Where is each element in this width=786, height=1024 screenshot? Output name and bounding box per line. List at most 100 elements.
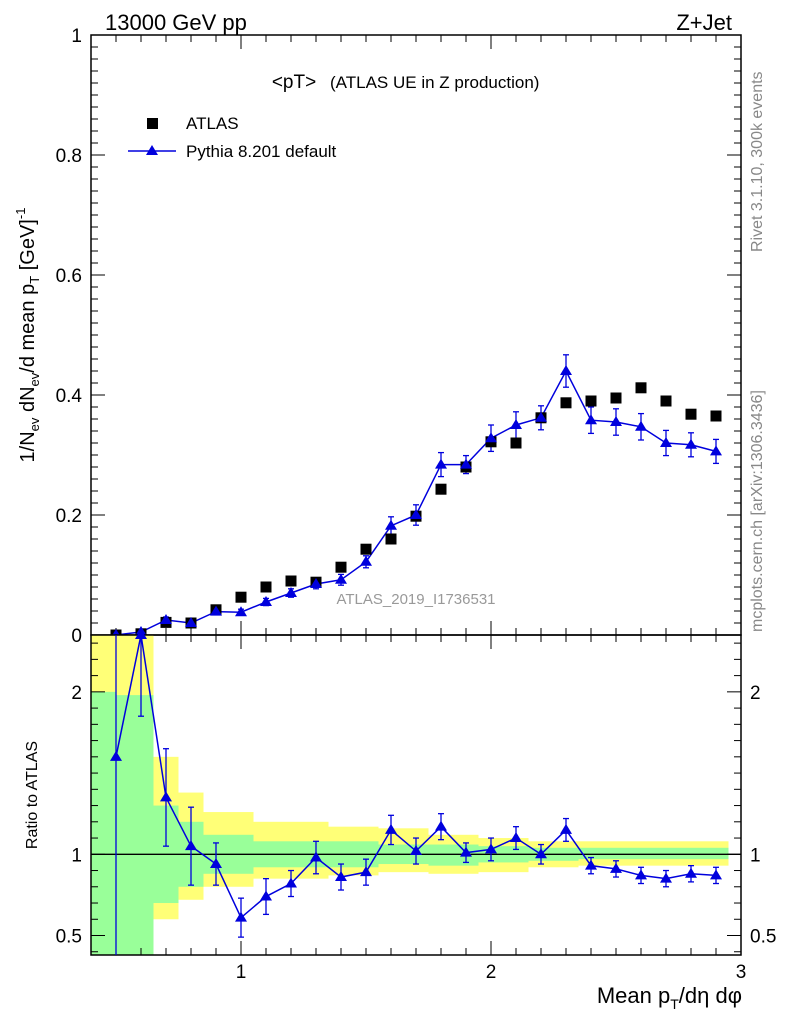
mc-point xyxy=(635,420,647,431)
atlas-point xyxy=(560,397,572,409)
x-tick-label: 2 xyxy=(486,962,497,983)
ratio-point xyxy=(235,911,247,922)
legend-atlas-label: ATLAS xyxy=(186,114,239,133)
band-green-1 xyxy=(116,695,141,955)
ratio-y-axis-title: Ratio to ATLAS xyxy=(24,741,41,849)
ratio-point xyxy=(260,890,272,901)
ratio-point xyxy=(410,845,422,856)
main-panel: 0 0.2 0.4 0.6 0.8 1 <pT> (ATLAS UE in Z produ… xyxy=(13,26,742,647)
ratio-ticks: 1 2 30.5 0.51 12 2 xyxy=(56,635,776,983)
x-tick-label: 1 xyxy=(236,962,247,983)
mc-point xyxy=(610,416,622,426)
x-axis-title: Mean pT/dη dφ xyxy=(597,983,742,1012)
ratio-point xyxy=(185,840,197,851)
y-tick-label: 0.8 xyxy=(56,146,82,167)
ratio-point xyxy=(435,820,447,831)
mc-point xyxy=(660,437,672,447)
band-green-11 xyxy=(578,847,729,860)
main-ticks: 0 0.2 0.4 0.6 0.8 1 xyxy=(56,26,742,647)
y-axis-title-main: 1/Nev dNev/d mean pT [GeV]-1 xyxy=(13,208,42,463)
mc-point xyxy=(685,438,697,449)
atlas-point xyxy=(635,382,647,394)
ratio-point xyxy=(360,866,372,877)
header-right: Z+Jet xyxy=(676,10,732,35)
mc-point xyxy=(360,555,372,566)
mc-point xyxy=(210,605,222,616)
ratio-point xyxy=(685,867,697,878)
atlas-point xyxy=(710,410,722,422)
mc-point xyxy=(385,519,397,530)
ratio-y-tick-label-right: 0.5 xyxy=(750,927,776,948)
atlas-point xyxy=(660,395,672,407)
atlas-point xyxy=(260,581,272,593)
ratio-y-tick-label: 1 xyxy=(71,845,82,866)
atlas-point xyxy=(235,591,247,603)
mc-point xyxy=(160,614,172,624)
ratio-point xyxy=(710,869,722,880)
mc-point xyxy=(460,458,472,469)
ratio-point xyxy=(510,832,522,843)
mc-point xyxy=(560,365,572,375)
mc-point xyxy=(260,596,272,606)
mc-point xyxy=(535,411,547,422)
x-tick-label: 3 xyxy=(736,962,747,983)
ratio-point xyxy=(635,869,647,880)
ratio-point xyxy=(110,750,122,761)
mc-point xyxy=(335,573,347,584)
ratio-point xyxy=(660,872,672,883)
ratio-point xyxy=(285,877,297,888)
subtitle: (ATLAS UE in Z production) xyxy=(330,73,539,92)
watermark: ATLAS_2019_I1736531 xyxy=(336,591,495,608)
ratio-point xyxy=(610,862,622,873)
ratio-y-tick-label-right: 1 xyxy=(750,845,761,866)
atlas-point xyxy=(385,533,397,545)
legend-mc-label: Pythia 8.201 default xyxy=(186,142,337,161)
atlas-point xyxy=(360,543,372,555)
ratio-y-tick-label-right: 2 xyxy=(750,683,761,704)
ratio-point xyxy=(135,629,147,639)
ratio-point xyxy=(310,851,322,862)
mc-point xyxy=(310,578,322,588)
side-top-label: Rivet 3.1.10, 300k events xyxy=(749,71,766,252)
ratio-point xyxy=(160,791,172,802)
y-tick-label: 0.6 xyxy=(56,266,82,287)
atlas-point xyxy=(585,395,597,407)
atlas-point xyxy=(335,561,347,573)
mc-point xyxy=(185,617,197,627)
ratio-series xyxy=(110,629,722,955)
title: <pT> xyxy=(272,72,316,93)
ratio-point xyxy=(335,871,347,882)
header-left: 13000 GeV pp xyxy=(105,10,247,35)
mc-point xyxy=(710,445,722,456)
x-axis-title-text: Mean pT/dη dφ xyxy=(597,983,742,1012)
ratio-point xyxy=(535,848,547,859)
band-green-0 xyxy=(91,691,116,955)
ratio-point xyxy=(560,823,572,834)
ratio-point xyxy=(485,843,497,854)
mc-point xyxy=(235,606,247,617)
atlas-point xyxy=(285,575,297,587)
ratio-y-tick-label: 2 xyxy=(71,683,82,704)
mc-point xyxy=(485,432,497,443)
legend-mc-marker xyxy=(146,145,158,155)
ratio-y-tick-label: 0.5 xyxy=(56,927,82,948)
atlas-point xyxy=(685,408,697,420)
ratio-point xyxy=(460,846,472,857)
atlas-point xyxy=(435,483,447,495)
ratio-bands xyxy=(91,635,741,955)
mc-point xyxy=(435,458,447,469)
ratio-point xyxy=(210,858,222,869)
mc-point xyxy=(510,419,522,429)
y-tick-label: 1 xyxy=(71,26,82,47)
y-tick-label: 0.4 xyxy=(56,386,83,407)
y-tick-label: 0 xyxy=(71,626,82,647)
mc-point xyxy=(585,414,597,425)
legend-atlas-marker xyxy=(147,118,158,129)
header: 13000 GeV pp Z+Jet xyxy=(105,10,732,35)
side-bottom-label: mcplots.cern.ch [arXiv:1306.3436] xyxy=(749,390,766,632)
ratio-point xyxy=(585,859,597,870)
band-green-2 xyxy=(141,695,154,955)
ratio-point xyxy=(385,823,397,834)
mc-point xyxy=(285,587,297,597)
